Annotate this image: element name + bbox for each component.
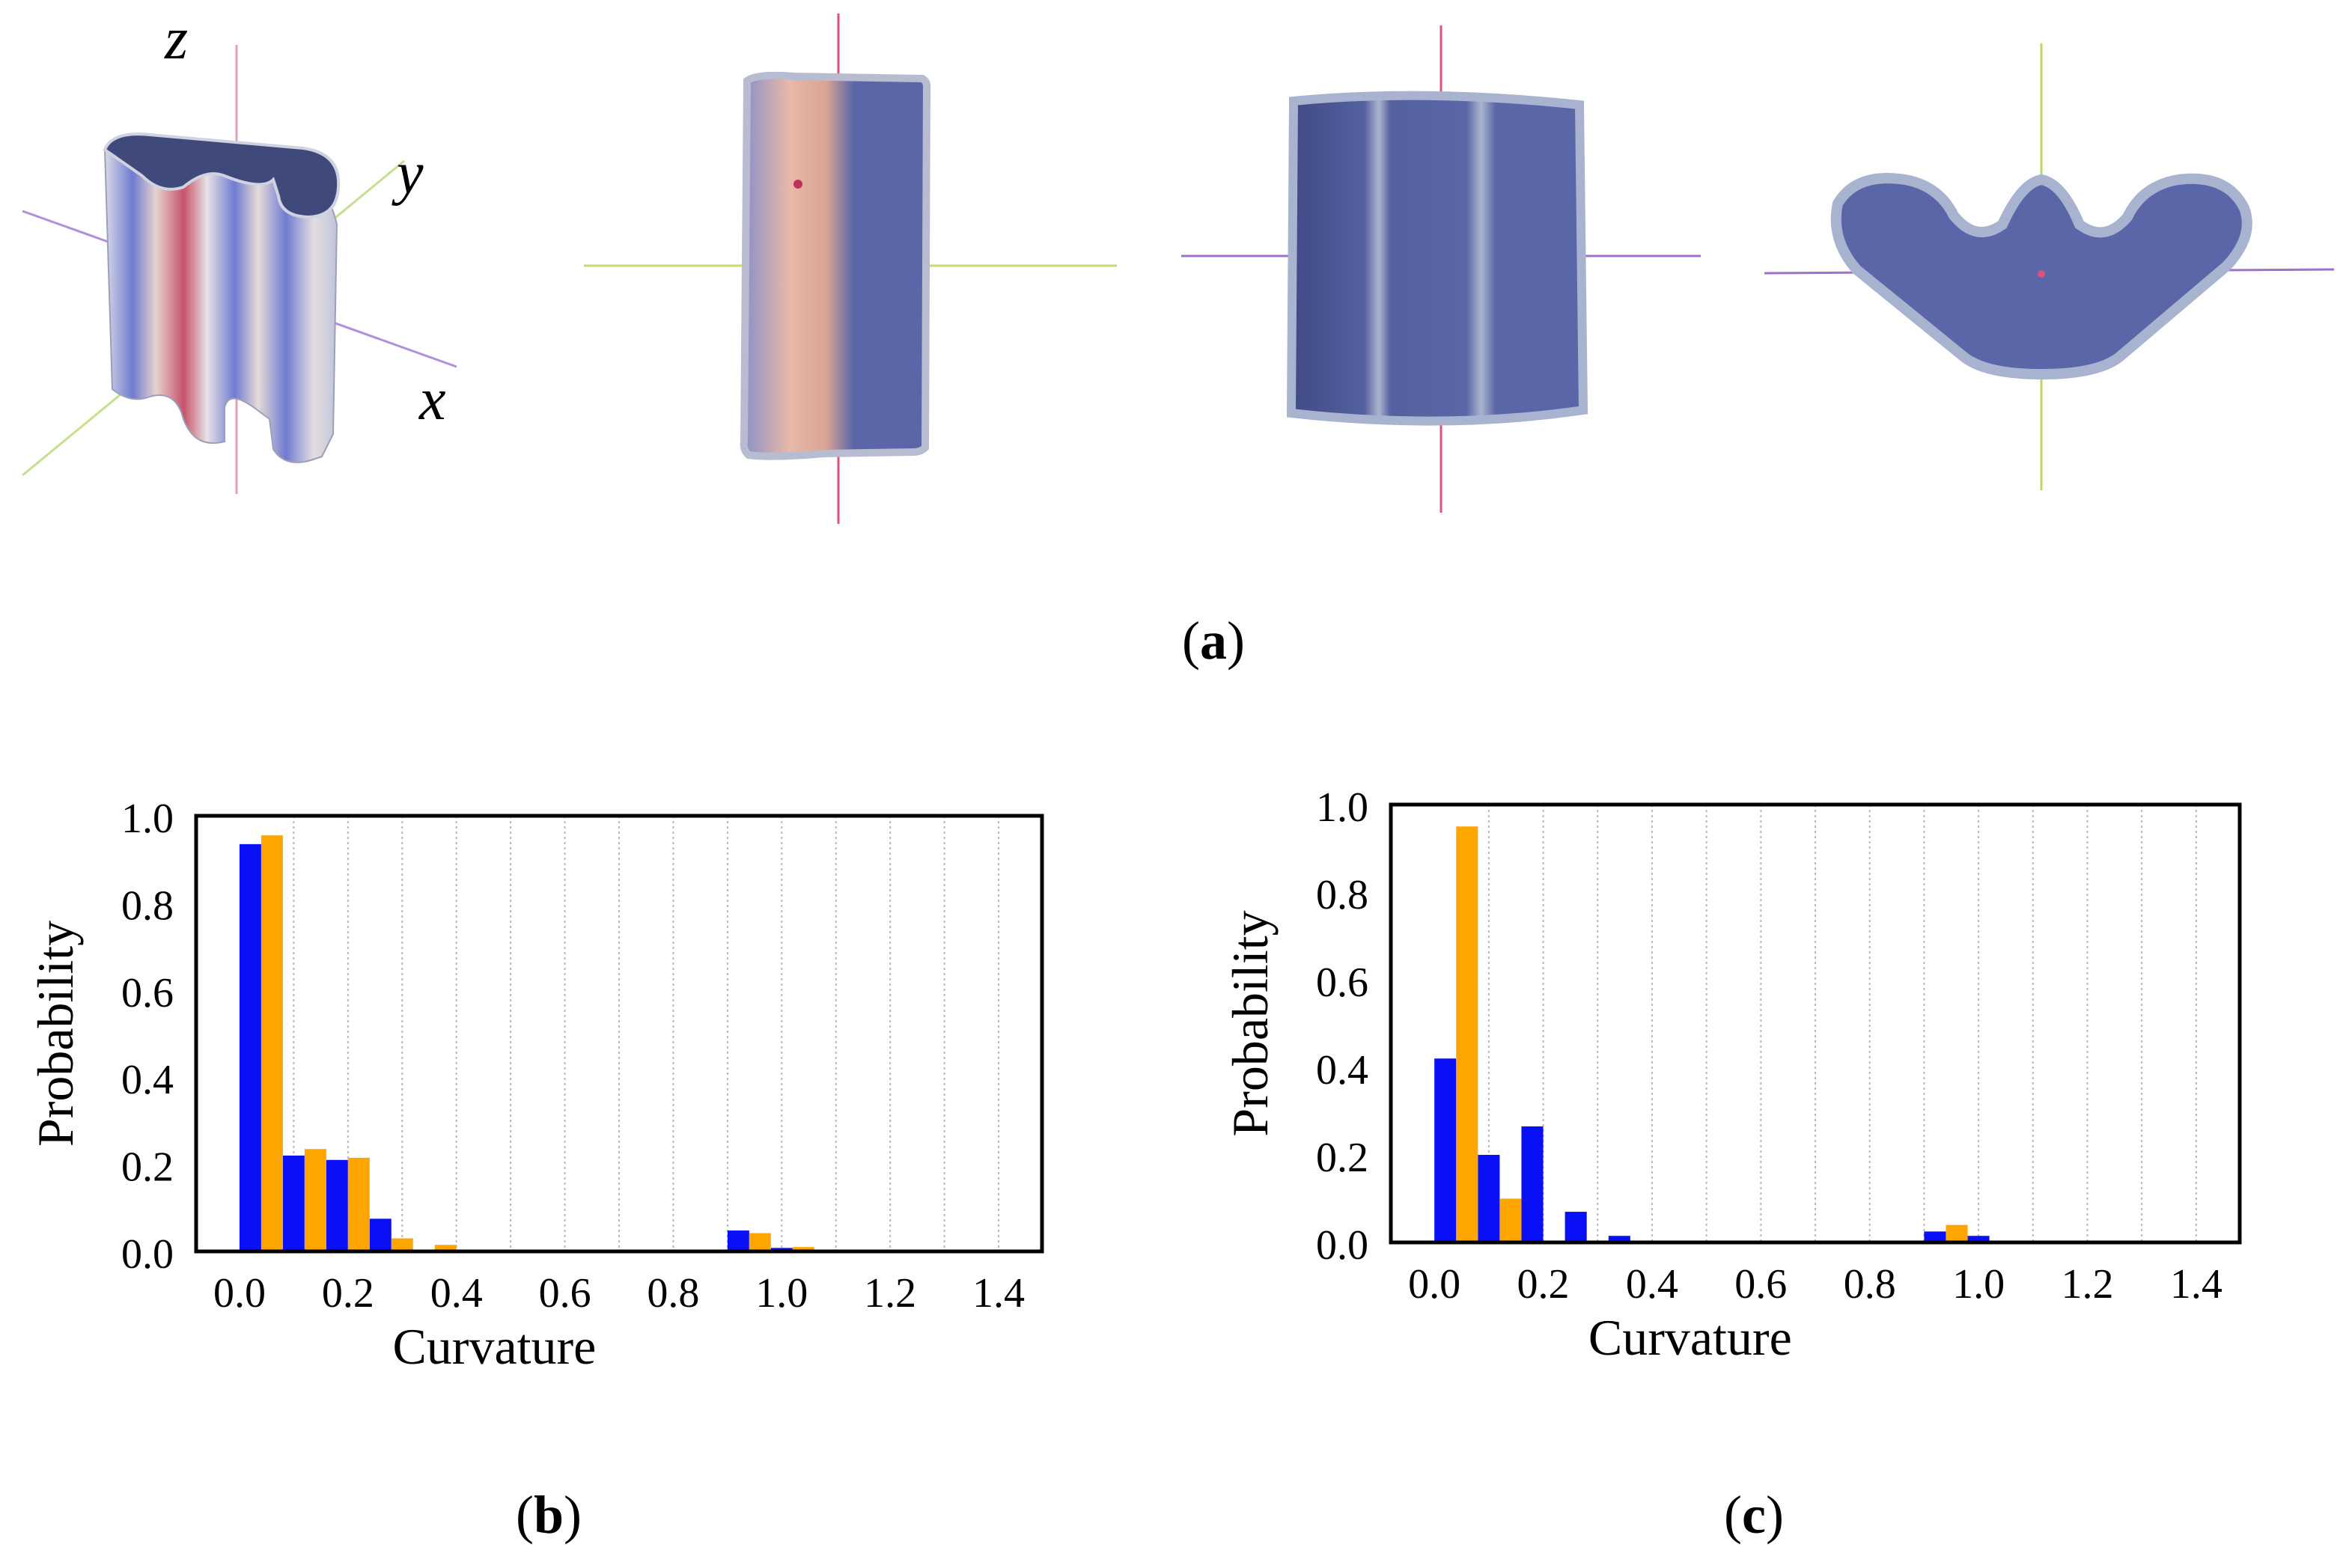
iso-body	[103, 137, 338, 463]
chart-c-x-tick-label: 0.8	[1844, 1261, 1896, 1308]
chart-b-y-tick-label: 0.4	[121, 1057, 174, 1103]
chart-b-y-tick-label: 0.2	[121, 1144, 174, 1191]
chart-c-y-tick-label: 0.2	[1316, 1135, 1368, 1181]
chart-c-bar-series1	[1565, 1212, 1587, 1242]
axis-label-y: y	[392, 141, 424, 207]
chart-b-bar-series1	[239, 844, 261, 1251]
chart-c-x-tick-label: 1.4	[2170, 1261, 2222, 1308]
side-body	[740, 71, 931, 460]
chart-c-y-tick-label: 0.6	[1316, 960, 1368, 1006]
chart-b-x-axis-label: Curvature	[392, 1318, 596, 1375]
panel-a-iso-view: z y x	[22, 6, 457, 494]
chart-c-bar-series1	[1478, 1155, 1500, 1242]
chart-c-x-ticks: 0.0 0.2 0.4 0.6 0.8 1.0 1.2 1.4	[1408, 1261, 2222, 1308]
chart-b-bar-series2	[749, 1233, 771, 1251]
chart-c-y-tick-label: 0.4	[1316, 1047, 1368, 1093]
chart-c-x-axis-label: Curvature	[1588, 1309, 1792, 1366]
chart-b-x-tick-label: 0.8	[647, 1270, 699, 1317]
chart-b-y-tick-label: 0.6	[121, 970, 174, 1016]
chart-b-bars	[239, 835, 814, 1251]
chart-b-x-tick-label: 1.2	[864, 1270, 916, 1317]
chart-b-bar-series2	[792, 1247, 814, 1251]
chart-c-x-tick-label: 0.0	[1408, 1261, 1460, 1308]
chart-b-y-ticks: 0.0 0.2 0.4 0.6 0.8 1.0	[121, 796, 174, 1278]
chart-c-y-tick-label: 0.8	[1316, 872, 1368, 918]
chart-b-x-tick-label: 1.4	[972, 1270, 1025, 1317]
chart-c-x-tick-label: 0.2	[1517, 1261, 1570, 1308]
chart-b-bar-series2	[391, 1238, 413, 1251]
chart-c-x-tick-label: 0.6	[1734, 1261, 1787, 1308]
chart-b-y-tick-label: 0.8	[121, 882, 174, 929]
panel-a-side-view	[584, 13, 1117, 524]
chart-c: 0.0 0.2 0.4 0.6 0.8 1.0 0.0 0.2 0.4 0.6 0.8 1.0 1.2…	[1222, 784, 2242, 1366]
chart-c-bar-series1	[1924, 1231, 1946, 1242]
chart-c-y-tick-label: 1.0	[1316, 784, 1368, 831]
chart-b-bar-series2	[434, 1245, 457, 1251]
chart-c-y-tick-label: 0.0	[1316, 1222, 1368, 1269]
front-body	[1286, 91, 1588, 426]
chart-b-x-ticks: 0.0 0.2 0.4 0.6 0.8 1.0 1.2 1.4	[213, 1270, 1025, 1317]
chart-c-bar-series1	[1434, 1058, 1457, 1242]
chart-b-bar-series1	[282, 1155, 305, 1251]
chart-c-x-tick-label: 1.0	[1952, 1261, 2005, 1308]
panel-a-front-view	[1181, 25, 1701, 513]
chart-c-plot-frame	[1389, 802, 2242, 1245]
chart-c-x-tick-label: 0.4	[1626, 1261, 1678, 1308]
chart-b-bar-series1	[369, 1218, 392, 1251]
chart-b-y-axis-label: Probability	[27, 921, 84, 1147]
chart-c-bar-series1	[1521, 1126, 1544, 1242]
chart-b: 0.0 0.2 0.4 0.6 0.8 1.0 0.0 0.2 0.4 0.6 0.8 1.0 1.2…	[27, 796, 1044, 1375]
chart-b-bar-series1	[326, 1159, 348, 1251]
chart-c-bar-series1	[1608, 1236, 1630, 1242]
chart-b-bar-series2	[261, 835, 283, 1251]
chart-c-y-ticks: 0.0 0.2 0.4 0.6 0.8 1.0	[1316, 784, 1368, 1269]
chart-b-grid	[293, 816, 1000, 1251]
chart-b-y-tick-label: 1.0	[121, 796, 174, 842]
chart-c-bars	[1434, 826, 1990, 1242]
panel-label-b: (b)	[516, 1485, 582, 1545]
chart-b-bar-series2	[304, 1149, 326, 1251]
axis-label-x: x	[418, 367, 446, 433]
chart-b-x-tick-label: 0.0	[213, 1270, 266, 1317]
chart-c-grid	[1487, 805, 2197, 1242]
chart-b-x-tick-label: 1.0	[755, 1270, 808, 1317]
chart-b-plot-frame	[194, 814, 1044, 1254]
chart-c-bar-series2	[1456, 826, 1478, 1242]
top-center-marker	[2038, 270, 2045, 278]
iso-top-cap	[103, 132, 341, 219]
chart-c-x-tick-label: 1.2	[2061, 1261, 2113, 1308]
chart-b-x-tick-label: 0.2	[322, 1270, 374, 1317]
chart-c-bar-series2	[1499, 1198, 1522, 1242]
panel-a-top-view	[1764, 43, 2335, 490]
chart-c-bar-series1	[1967, 1236, 1990, 1242]
panel-label-c: (c)	[1724, 1485, 1784, 1545]
chart-b-x-tick-label: 0.6	[539, 1270, 591, 1317]
chart-b-x-tick-label: 0.4	[430, 1270, 483, 1317]
panel-label-a: (a)	[1182, 611, 1245, 671]
chart-c-bar-series2	[1946, 1224, 1968, 1242]
side-marker	[793, 180, 802, 189]
chart-b-bar-series2	[347, 1157, 370, 1251]
chart-c-y-axis-label: Probability	[1222, 910, 1279, 1136]
chart-b-bar-series1	[727, 1230, 749, 1251]
axis-label-z: z	[164, 6, 188, 72]
chart-b-y-tick-label: 0.0	[121, 1231, 174, 1278]
